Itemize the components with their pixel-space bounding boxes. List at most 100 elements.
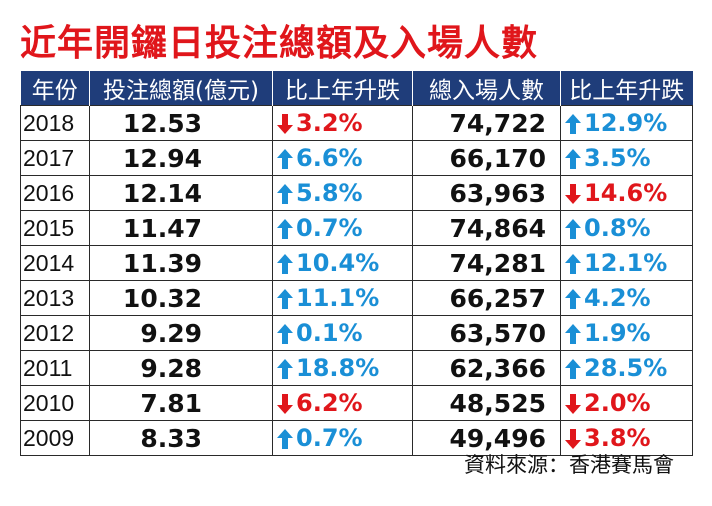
table-row: 2015 11.47 0.7% 74,864 0.8% [20, 210, 693, 246]
up-arrow-icon [277, 324, 293, 344]
down-arrow-icon [277, 114, 293, 134]
up-arrow-icon [565, 149, 581, 169]
column-header-betting-change: 比上年升跌 [272, 71, 413, 106]
table-row: 2012 9.29 0.1% 63,570 1.9% [20, 315, 693, 351]
betting-cell: 7.81 [89, 385, 273, 421]
betting-change-cell: 6.6% [272, 140, 413, 176]
year-cell: 2016 [20, 175, 90, 211]
change-value: 12.1% [584, 249, 668, 277]
column-header-betting: 投注總額(億元) [89, 71, 273, 106]
change-value: 4.2% [584, 284, 651, 312]
up-arrow-icon [277, 149, 293, 169]
up-arrow-icon [277, 184, 293, 204]
change-value: 11.1% [296, 284, 380, 312]
year-cell: 2009 [20, 420, 90, 456]
change-value: 0.7% [296, 424, 363, 452]
year-cell: 2014 [20, 245, 90, 281]
attendance-cell: 62,366 [412, 350, 561, 386]
table-body: 2018 12.53 3.2% 74,722 12.9% 2017 12.94 6.6% 66,… [20, 105, 693, 456]
betting-cell: 12.53 [89, 105, 273, 141]
up-arrow-icon [277, 429, 293, 449]
attendance-cell: 66,170 [412, 140, 561, 176]
attendance-cell: 74,722 [412, 105, 561, 141]
up-arrow-icon [565, 254, 581, 274]
change-value: 18.8% [296, 354, 380, 382]
year-cell: 2013 [20, 280, 90, 316]
betting-cell: 9.28 [89, 350, 273, 386]
table-row: 2018 12.53 3.2% 74,722 12.9% [20, 105, 693, 141]
up-arrow-icon [565, 324, 581, 344]
table-row: 2013 10.32 11.1% 66,257 4.2% [20, 280, 693, 316]
attendance-change-cell: 12.9% [560, 105, 693, 141]
attendance-cell: 48,525 [412, 385, 561, 421]
attendance-cell: 49,496 [412, 420, 561, 456]
column-header-attendance-change: 比上年升跌 [560, 71, 693, 106]
change-value: 12.9% [584, 109, 668, 137]
change-value: 3.8% [584, 424, 651, 452]
betting-change-cell: 18.8% [272, 350, 413, 386]
up-arrow-icon [277, 254, 293, 274]
up-arrow-icon [565, 219, 581, 239]
table-row: 2009 8.33 0.7% 49,496 3.8% [20, 420, 693, 456]
attendance-change-cell: 0.8% [560, 210, 693, 246]
year-cell: 2012 [20, 315, 90, 351]
up-arrow-icon [565, 114, 581, 134]
down-arrow-icon [565, 184, 581, 204]
year-cell: 2018 [20, 105, 90, 141]
data-table: 年份 投注總額(億元) 比上年升跌 總入場人數 比上年升跌 2018 12.53 3… [20, 71, 693, 456]
betting-cell: 10.32 [89, 280, 273, 316]
change-value: 0.8% [584, 214, 651, 242]
attendance-change-cell: 28.5% [560, 350, 693, 386]
attendance-change-cell: 12.1% [560, 245, 693, 281]
down-arrow-icon [565, 394, 581, 414]
change-value: 28.5% [584, 354, 668, 382]
change-value: 0.7% [296, 214, 363, 242]
up-arrow-icon [565, 359, 581, 379]
attendance-change-cell: 14.6% [560, 175, 693, 211]
betting-change-cell: 0.7% [272, 210, 413, 246]
betting-cell: 9.29 [89, 315, 273, 351]
change-value: 6.6% [296, 144, 363, 172]
table-header-row: 年份 投注總額(億元) 比上年升跌 總入場人數 比上年升跌 [20, 71, 693, 106]
down-arrow-icon [565, 429, 581, 449]
change-value: 1.9% [584, 319, 651, 347]
year-cell: 2015 [20, 210, 90, 246]
betting-change-cell: 10.4% [272, 245, 413, 281]
up-arrow-icon [277, 359, 293, 379]
betting-cell: 12.14 [89, 175, 273, 211]
betting-change-cell: 0.1% [272, 315, 413, 351]
up-arrow-icon [565, 289, 581, 309]
column-header-attendance: 總入場人數 [412, 71, 561, 106]
betting-cell: 11.47 [89, 210, 273, 246]
down-arrow-icon [277, 394, 293, 414]
table-row: 2011 9.28 18.8% 62,366 28.5% [20, 350, 693, 386]
betting-change-cell: 3.2% [272, 105, 413, 141]
attendance-cell: 63,963 [412, 175, 561, 211]
change-value: 10.4% [296, 249, 380, 277]
betting-cell: 12.94 [89, 140, 273, 176]
attendance-cell: 63,570 [412, 315, 561, 351]
table-row: 2010 7.81 6.2% 48,525 2.0% [20, 385, 693, 421]
source-note: 資料來源：香港賽馬會 [464, 453, 674, 477]
change-value: 5.8% [296, 179, 363, 207]
attendance-change-cell: 3.8% [560, 420, 693, 456]
attendance-change-cell: 3.5% [560, 140, 693, 176]
betting-change-cell: 5.8% [272, 175, 413, 211]
table-row: 2014 11.39 10.4% 74,281 12.1% [20, 245, 693, 281]
change-value: 0.1% [296, 319, 363, 347]
attendance-change-cell: 4.2% [560, 280, 693, 316]
up-arrow-icon [277, 289, 293, 309]
change-value: 3.2% [296, 109, 363, 137]
page-title: 近年開鑼日投注總額及入場人數 [20, 23, 539, 64]
table-row: 2016 12.14 5.8% 63,963 14.6% [20, 175, 693, 211]
attendance-change-cell: 1.9% [560, 315, 693, 351]
change-value: 6.2% [296, 389, 363, 417]
attendance-cell: 66,257 [412, 280, 561, 316]
table-row: 2017 12.94 6.6% 66,170 3.5% [20, 140, 693, 176]
change-value: 14.6% [584, 179, 668, 207]
year-cell: 2011 [20, 350, 90, 386]
attendance-cell: 74,864 [412, 210, 561, 246]
up-arrow-icon [277, 219, 293, 239]
betting-cell: 8.33 [89, 420, 273, 456]
year-cell: 2010 [20, 385, 90, 421]
